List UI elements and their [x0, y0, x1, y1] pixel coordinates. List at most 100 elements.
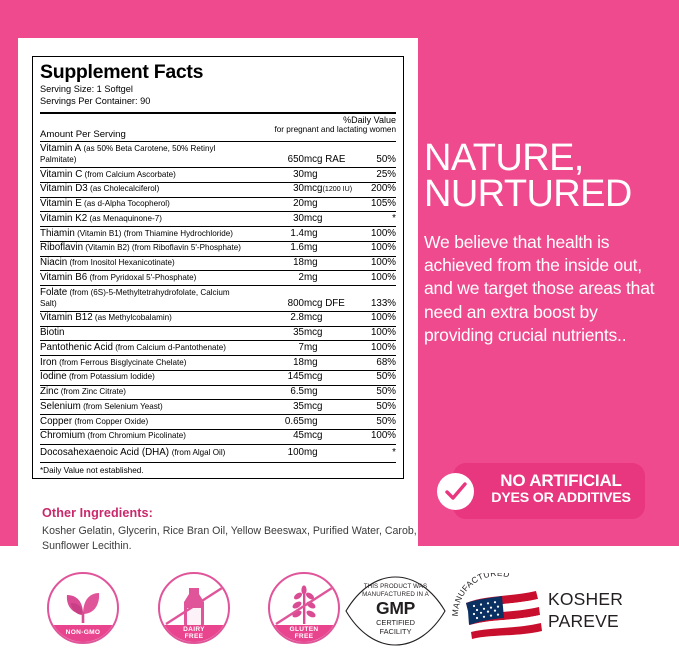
nutrient-name: Iron: [40, 356, 57, 368]
nutrient-unit: mcg RAE: [304, 142, 362, 169]
table-row: Vitamin B6 (from Pyridoxal 5'-Phosphate)…: [40, 270, 396, 287]
divider-footnote: [40, 462, 396, 464]
badge-line-2: DYES OR ADDITIVES: [491, 490, 631, 507]
nutrient-unit: mg: [304, 355, 362, 371]
nutrient-unit: mg: [304, 270, 362, 287]
nutrient-daily-value: 50%: [362, 142, 396, 169]
nutrient-name: Vitamin A: [40, 142, 82, 154]
nutrient-name: Zinc: [40, 386, 59, 398]
table-row: Zinc (from Zinc Citrate) 6.5 mg 50%: [40, 385, 396, 401]
nutrient-source: (from Potassium Iodide): [66, 372, 155, 382]
servings-per-container: Servings Per Container: 90: [40, 96, 151, 107]
nutrient-amount: 100: [287, 447, 304, 459]
daily-value-header-row: %Daily Value for pregnant and lactating …: [40, 114, 396, 141]
daily-value-subheader: for pregnant and lactating women: [274, 125, 396, 135]
divider-dha: [40, 443, 396, 446]
serving-size: Serving Size: 1 Softgel: [40, 84, 133, 95]
nutrient-amount: 45: [293, 430, 304, 442]
cert-label: GLUTEN FREE: [289, 625, 319, 640]
nutrient-unit: mg: [304, 226, 362, 242]
nutrient-name: Niacin: [40, 257, 68, 269]
other-ingredients-section: Other Ingredients: Kosher Gelatin, Glyce…: [42, 506, 422, 554]
gmp-text-group: THIS PRODUCT WAS MANUFACTURED IN A GMP C…: [344, 583, 447, 637]
nutrient-daily-value: 50%: [362, 385, 396, 401]
nutrient-source: (from Selenium Yeast): [80, 401, 163, 411]
nutrient-unit: mg: [304, 197, 362, 213]
nutrient-unit-note: (1200 IU): [322, 185, 353, 194]
nutrient-daily-value: *: [362, 211, 396, 228]
table-row: Chromium (from Chromium Picolinate) 45 mcg…: [40, 429, 396, 443]
table-row: Pantothenic Acid (from Calcium d-Pantoth…: [40, 340, 396, 357]
nutrient-unit: mg: [304, 414, 362, 430]
nutrient-source: (as d-Alpha Tocopherol): [81, 199, 170, 209]
nutrient-name: Iodine: [40, 371, 67, 383]
nutrient-daily-value: 105%: [362, 197, 396, 213]
nutrient-name: Biotin: [40, 327, 65, 339]
table-row: Vitamin C (from Calcium Ascorbate) 30 mg 25…: [40, 167, 396, 183]
supplement-facts-box: Supplement Facts Serving Size: 1 Softgel…: [32, 56, 404, 479]
nutrient-name: Vitamin B12: [40, 312, 93, 324]
nutrient-amount: 145: [248, 370, 304, 386]
nutrient-unit: mg: [304, 385, 362, 401]
nutrient-amount: 800: [248, 285, 304, 312]
nutrient-daily-value: 100%: [362, 256, 396, 272]
cert-label: DAIRY FREE: [183, 625, 205, 640]
usa-flag-icon: MANUFACTURED IN THE USA: [450, 568, 542, 662]
nutrient-name: Selenium: [40, 400, 81, 412]
nutrient-table: Vitamin A (as 50% Beta Carotene, 50% Ret…: [40, 142, 396, 443]
nutrient-daily-value: 133%: [362, 285, 396, 312]
other-ingredients-title: Other Ingredients:: [42, 506, 153, 520]
nutrient-amount: 1.4: [248, 226, 304, 242]
lens-outline-icon: [345, 576, 446, 646]
daily-value-header: %Daily Value: [343, 115, 396, 126]
nutrient-daily-value: 50%: [362, 370, 396, 386]
other-ingredients-body: Kosher Gelatin, Glycerin, Rice Bran Oil,…: [42, 525, 417, 553]
nutrient-amount: 0.65: [248, 414, 304, 430]
nutrient-daily-value: 25%: [362, 167, 396, 183]
kosher-pareve-label: KOSHER PAREVE: [548, 589, 624, 631]
nutrient-amount: 35: [248, 399, 304, 416]
nutrient-amount: 6.5: [248, 385, 304, 401]
gmp-line-3: CERTIFIED: [376, 618, 415, 628]
nutrient-daily-value: 100%: [370, 430, 396, 442]
table-row: Riboflavin (Vitamin B2) (from Riboflavin…: [40, 241, 396, 257]
nutrient-daily-value: *: [392, 447, 396, 459]
badge-ring: GLUTEN FREE: [268, 572, 340, 644]
table-row: Vitamin K2 (as Menaquinone-7) 30 mcg *: [40, 211, 396, 228]
badge-text-group: NO ARTIFICIAL DYES OR ADDITIVES: [485, 471, 637, 507]
badge-label-bar: [160, 625, 228, 642]
nutrient-source: (from Calcium d-Pantothenate): [112, 342, 226, 352]
nutrient-source: (from Ferrous Bisglycinate Chelate): [56, 357, 187, 367]
milk-bottle-icon: [184, 588, 204, 627]
table-row: Vitamin A (as 50% Beta Carotene, 50% Ret…: [40, 142, 396, 169]
nutrient-unit: mcg DFE: [304, 285, 362, 312]
table-row: Vitamin E (as d-Alpha Tocopherol) 20 mg 105…: [40, 197, 396, 213]
slash-icon: [275, 586, 333, 626]
nutrient-source: (as Menaquinone-7): [87, 213, 162, 223]
certification-row: NON-GMO DAIRY FREE: [0, 568, 679, 662]
nutrient-source: (from Zinc Citrate): [58, 387, 126, 397]
slash-icon: [165, 586, 223, 626]
badge-pill-background: [453, 463, 645, 519]
badge-label-bar: [49, 625, 117, 642]
nutrient-name: Vitamin B6: [40, 271, 88, 283]
divider-thick: [40, 111, 396, 115]
nutrient-daily-value: 100%: [362, 226, 396, 242]
table-row: Copper (from Copper Oxide) 0.65 mg 50%: [40, 414, 396, 430]
cert-label: NON-GMO: [65, 629, 101, 637]
marketing-subcopy: We believe that health is achieved from …: [424, 231, 655, 345]
nutrient-daily-value: 100%: [362, 326, 396, 342]
nutrient-source: (from Chromium Picolinate): [85, 431, 186, 441]
gmp-line-2: MANUFACTURED IN A: [362, 590, 429, 598]
gmp-acronym: GMP: [376, 598, 415, 619]
nutrient-source: (from Calcium Ascorbate): [82, 169, 176, 179]
nutrient-amount: 35: [248, 326, 304, 342]
nutrient-unit: mg: [304, 241, 362, 257]
gmp-line-4: FACILITY: [379, 627, 412, 637]
nutrient-amount: 2: [248, 270, 304, 287]
table-row: Niacin (from Inositol Hexanicotinate) 18 m…: [40, 256, 396, 272]
made-in-usa-badge: MANUFACTURED IN THE USA: [450, 568, 544, 662]
nutrient-name: Vitamin D3: [40, 183, 88, 195]
page-title: NATURE, NURTURED: [424, 137, 632, 216]
nutrient-amount: 18: [248, 256, 304, 272]
